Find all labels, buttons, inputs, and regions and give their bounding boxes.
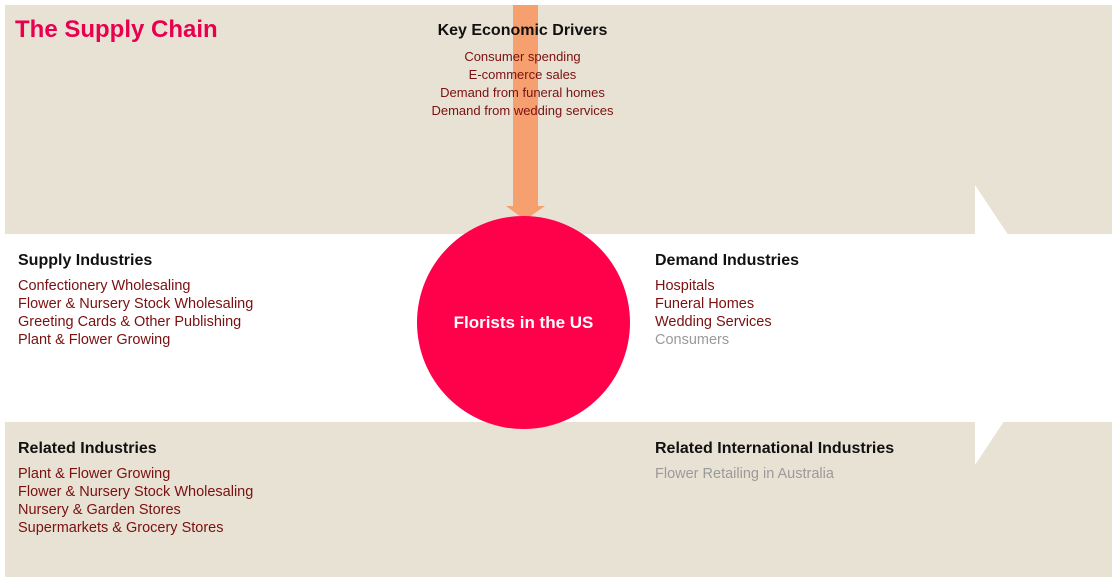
drivers-arrow-shaft (513, 5, 538, 208)
related-international-heading: Related International Industries (655, 440, 895, 457)
key-driver-item: Demand from wedding services (431, 103, 614, 118)
key-economic-drivers: Key Economic Drivers Consumer spending E… (400, 22, 645, 120)
demand-industries: Demand Industries Hospitals Funeral Home… (655, 252, 799, 349)
supply-item-link[interactable]: Flower & Nursery Stock Wholesaling (18, 296, 254, 312)
related-item-link[interactable]: Supermarkets & Grocery Stores (18, 520, 224, 536)
supply-item-link[interactable]: Greeting Cards & Other Publishing (18, 314, 242, 330)
related-item-link[interactable]: Plant & Flower Growing (18, 466, 171, 482)
center-industry-label: Florists in the US (453, 312, 594, 332)
demand-item: Consumers (655, 332, 730, 348)
related-item-link[interactable]: Flower & Nursery Stock Wholesaling (18, 484, 254, 500)
bottom-background-band (5, 422, 1112, 577)
supply-industries: Supply Industries Confectionery Wholesal… (18, 252, 253, 349)
key-driver-item: Demand from funeral homes (440, 85, 605, 100)
key-driver-item: Consumer spending (464, 49, 581, 64)
related-item-link[interactable]: Nursery & Garden Stores (18, 502, 181, 518)
center-industry-circle: Florists in the US (417, 216, 630, 429)
supply-item-link[interactable]: Confectionery Wholesaling (18, 278, 191, 294)
demand-item-link[interactable]: Funeral Homes (655, 296, 755, 312)
drivers-arrow-head (506, 206, 545, 220)
page-title: The Supply Chain (15, 16, 218, 43)
top-background-band (5, 5, 1112, 234)
demand-item-link[interactable]: Hospitals (655, 278, 715, 294)
demand-heading: Demand Industries (655, 252, 800, 269)
related-international-item: Flower Retailing in Australia (655, 466, 834, 482)
supply-item-link[interactable]: Plant & Flower Growing (18, 332, 171, 348)
key-drivers-heading: Key Economic Drivers (437, 22, 608, 39)
supply-heading: Supply Industries (18, 252, 153, 269)
related-heading: Related Industries (18, 440, 157, 457)
key-driver-item: E-commerce sales (468, 67, 577, 82)
demand-item-link[interactable]: Wedding Services (655, 314, 772, 330)
related-industries: Related Industries Plant & Flower Growin… (18, 440, 253, 537)
related-international-industries: Related International Industries Flower … (655, 440, 894, 483)
